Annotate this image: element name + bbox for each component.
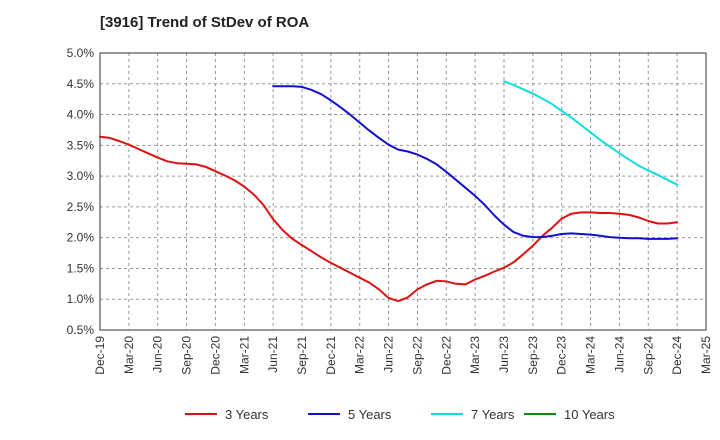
x-tick-label: Jun-24 <box>612 336 626 373</box>
x-tick-label: Jun-23 <box>497 336 511 373</box>
series-lines <box>99 80 679 303</box>
series-line-5-years <box>272 85 679 240</box>
legend: 3 Years 5 Years 7 Years 10 Years <box>185 407 615 422</box>
tick-labels: 0.5% 1.0% 1.5% 2.0% 2.5% 3.0% 3.5% 4.0% 4.5% 5.0%… <box>67 46 713 375</box>
grid <box>99 52 707 331</box>
y-tick-label: 1.0% <box>67 292 95 306</box>
x-tick-label: Jun-22 <box>382 336 396 373</box>
x-tick-label: Dec-19 <box>93 336 107 375</box>
legend-label: 3 Years <box>225 407 269 422</box>
x-tick-label: Dec-22 <box>439 336 453 375</box>
y-tick-label: 4.5% <box>67 77 95 91</box>
y-tick-label: 5.0% <box>67 46 95 60</box>
series-line-3-years <box>99 135 679 303</box>
x-tick-label: Dec-20 <box>208 336 222 375</box>
y-tick-label: 4.0% <box>67 108 95 122</box>
x-tick-label: Sep-21 <box>295 336 309 375</box>
chart-title: [3916] Trend of StDev of ROA <box>100 14 310 31</box>
x-tick-label: Sep-23 <box>526 336 540 375</box>
x-tick-label: Mar-25 <box>699 336 713 374</box>
x-tick-label: Mar-22 <box>353 336 367 374</box>
y-tick-label: 0.5% <box>67 323 95 337</box>
x-tick-label: Mar-24 <box>584 336 598 374</box>
x-tick-label: Mar-20 <box>122 336 136 374</box>
legend-label: 10 Years <box>564 407 615 422</box>
y-tick-label: 2.0% <box>67 231 95 245</box>
x-tick-label: Mar-21 <box>237 336 251 374</box>
legend-label: 5 Years <box>348 407 392 422</box>
y-tick-label: 1.5% <box>67 261 95 275</box>
x-tick-label: Sep-24 <box>641 336 655 375</box>
x-tick-label: Dec-23 <box>555 336 569 375</box>
plot-frame <box>99 52 707 331</box>
y-tick-label: 3.5% <box>67 138 95 152</box>
x-tick-label: Mar-23 <box>468 336 482 374</box>
x-tick-label: Dec-24 <box>670 336 684 375</box>
series-line-7-years <box>503 80 679 186</box>
x-tick-label: Sep-22 <box>410 336 424 375</box>
x-tick-label: Jun-21 <box>266 336 280 373</box>
x-tick-label: Dec-21 <box>324 336 338 375</box>
y-tick-label: 2.5% <box>67 200 95 214</box>
x-tick-label: Jun-20 <box>151 336 165 373</box>
y-tick-label: 3.0% <box>67 169 95 183</box>
x-tick-label: Sep-20 <box>180 336 194 375</box>
axes <box>99 52 707 331</box>
legend-label: 7 Years <box>471 407 515 422</box>
